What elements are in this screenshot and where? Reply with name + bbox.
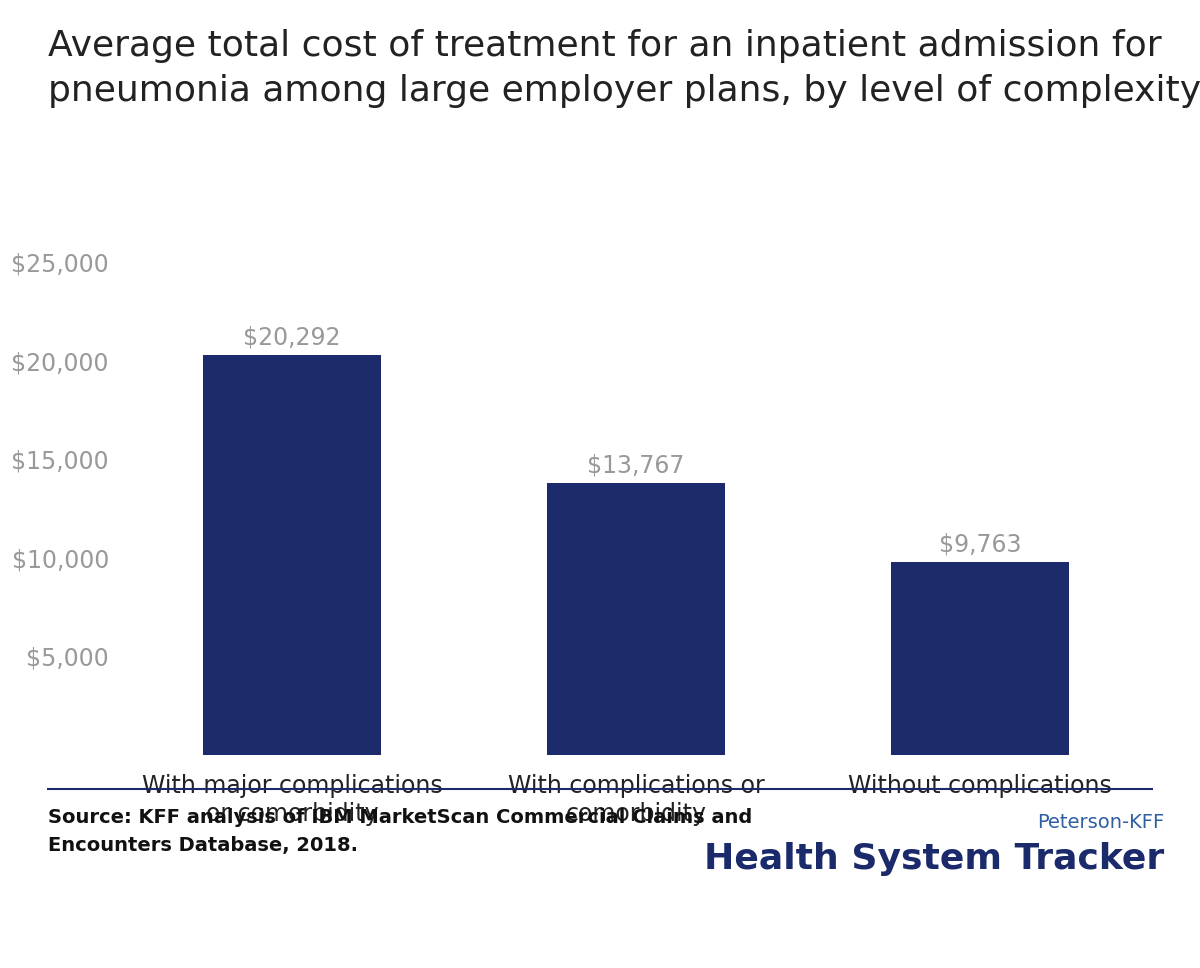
Text: Average total cost of treatment for an inpatient admission for
pneumonia among l: Average total cost of treatment for an i… xyxy=(48,29,1200,107)
Text: $9,763: $9,763 xyxy=(938,533,1021,557)
Bar xyxy=(203,355,382,755)
Text: Source: KFF analysis of IBM MarketScan Commercial Claims and
Encounters Database: Source: KFF analysis of IBM MarketScan C… xyxy=(48,808,752,856)
Text: $13,767: $13,767 xyxy=(587,454,685,478)
Text: Peterson-KFF: Peterson-KFF xyxy=(1037,813,1164,832)
Text: Health System Tracker: Health System Tracker xyxy=(703,842,1164,876)
Text: $20,292: $20,292 xyxy=(244,325,341,349)
Bar xyxy=(890,562,1069,755)
Bar xyxy=(546,483,726,755)
